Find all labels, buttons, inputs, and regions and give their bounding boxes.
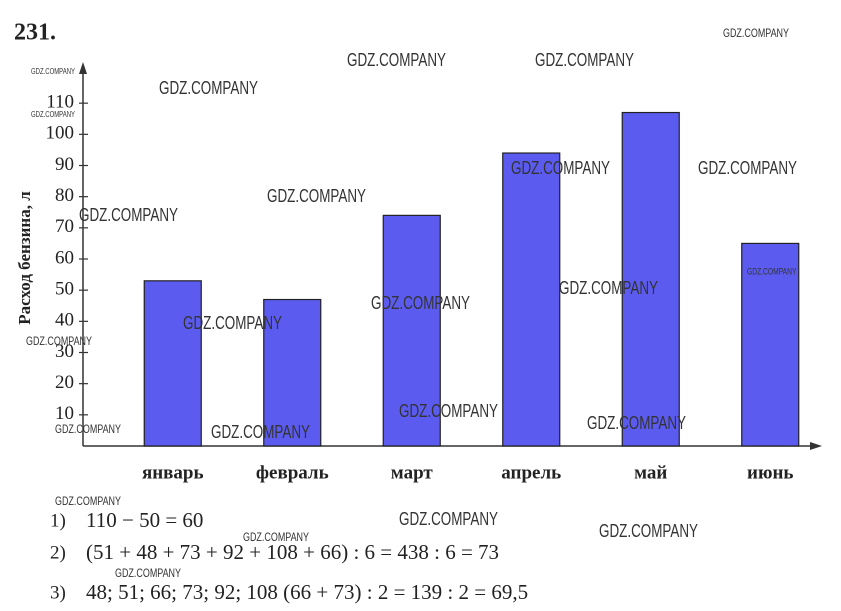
watermark: GDZ.COMPANY (79, 205, 178, 225)
y-tick-label: 80 (55, 185, 74, 206)
watermark: GDZ.COMPANY (511, 158, 610, 178)
y-tick-label: 110 (46, 92, 74, 113)
solution-number: 3) (50, 582, 66, 603)
watermark: GDZ.COMPANY (26, 334, 92, 348)
bar (621, 111, 680, 447)
solution-text: 110 − 50 = 60 (86, 508, 203, 532)
watermark: GDZ.COMPANY (399, 401, 498, 421)
y-tick-label: 30 (55, 341, 74, 362)
solution-number: 1) (50, 510, 66, 531)
watermark: GDZ.COMPANY (599, 521, 698, 541)
y-tick-label: 100 (46, 123, 75, 144)
watermark: GDZ.COMPANY (371, 293, 470, 313)
watermark: GDZ.COMPANY (698, 158, 797, 178)
y-tick-label: 70 (55, 216, 74, 237)
watermark: GDZ.COMPANY (243, 530, 309, 544)
y-arrow (79, 62, 87, 74)
bar (263, 298, 322, 447)
x-tick-label: февраль (256, 462, 329, 483)
watermark: GDZ.COMPANY (587, 413, 686, 433)
y-tick-label: 60 (55, 247, 74, 268)
y-tick-label: 50 (55, 279, 74, 300)
watermark: GDZ.COMPANY (115, 566, 181, 580)
problem-number: 231. (14, 20, 56, 46)
solution-number: 2) (50, 542, 66, 563)
watermark: GDZ.COMPANY (535, 50, 634, 70)
y-tick-label: 40 (55, 310, 74, 331)
watermark: GDZ.COMPANY (559, 278, 658, 298)
watermark: GDZ.COMPANY (747, 266, 797, 276)
watermark: GDZ.COMPANY (31, 110, 75, 119)
x-tick-label: май (634, 462, 667, 483)
bar (502, 152, 561, 447)
bar (741, 242, 800, 447)
x-tick-label: январь (142, 462, 204, 483)
watermark: GDZ.COMPANY (183, 313, 282, 333)
y-tick-label: 10 (55, 403, 74, 424)
watermark: GDZ.COMPANY (267, 186, 366, 206)
y-tick-label: 20 (55, 372, 74, 393)
bar (143, 280, 202, 447)
solution-text: 48; 51; 66; 73; 92; 108 (66 + 73) : 2 = … (86, 580, 528, 604)
solution-text: (51 + 48 + 73 + 92 + 108 + 66) : 6 = 438… (86, 540, 499, 564)
watermark: GDZ.COMPANY (723, 26, 789, 40)
x-tick-label: апрель (501, 462, 561, 483)
watermark: GDZ.COMPANY (399, 509, 498, 529)
y-axis-label: Расход бензина, л (15, 191, 34, 325)
watermark: GDZ.COMPANY (31, 67, 75, 76)
x-tick-label: март (391, 462, 434, 483)
y-tick-label: 90 (55, 154, 74, 175)
watermark: GDZ.COMPANY (159, 78, 258, 98)
bar (382, 214, 441, 447)
watermark: GDZ.COMPANY (211, 422, 310, 442)
watermark: GDZ.COMPANY (55, 422, 121, 436)
x-tick-label: июнь (747, 462, 793, 483)
x-arrow (810, 442, 822, 450)
watermark: GDZ.COMPANY (347, 50, 446, 70)
watermark: GDZ.COMPANY (55, 494, 121, 508)
